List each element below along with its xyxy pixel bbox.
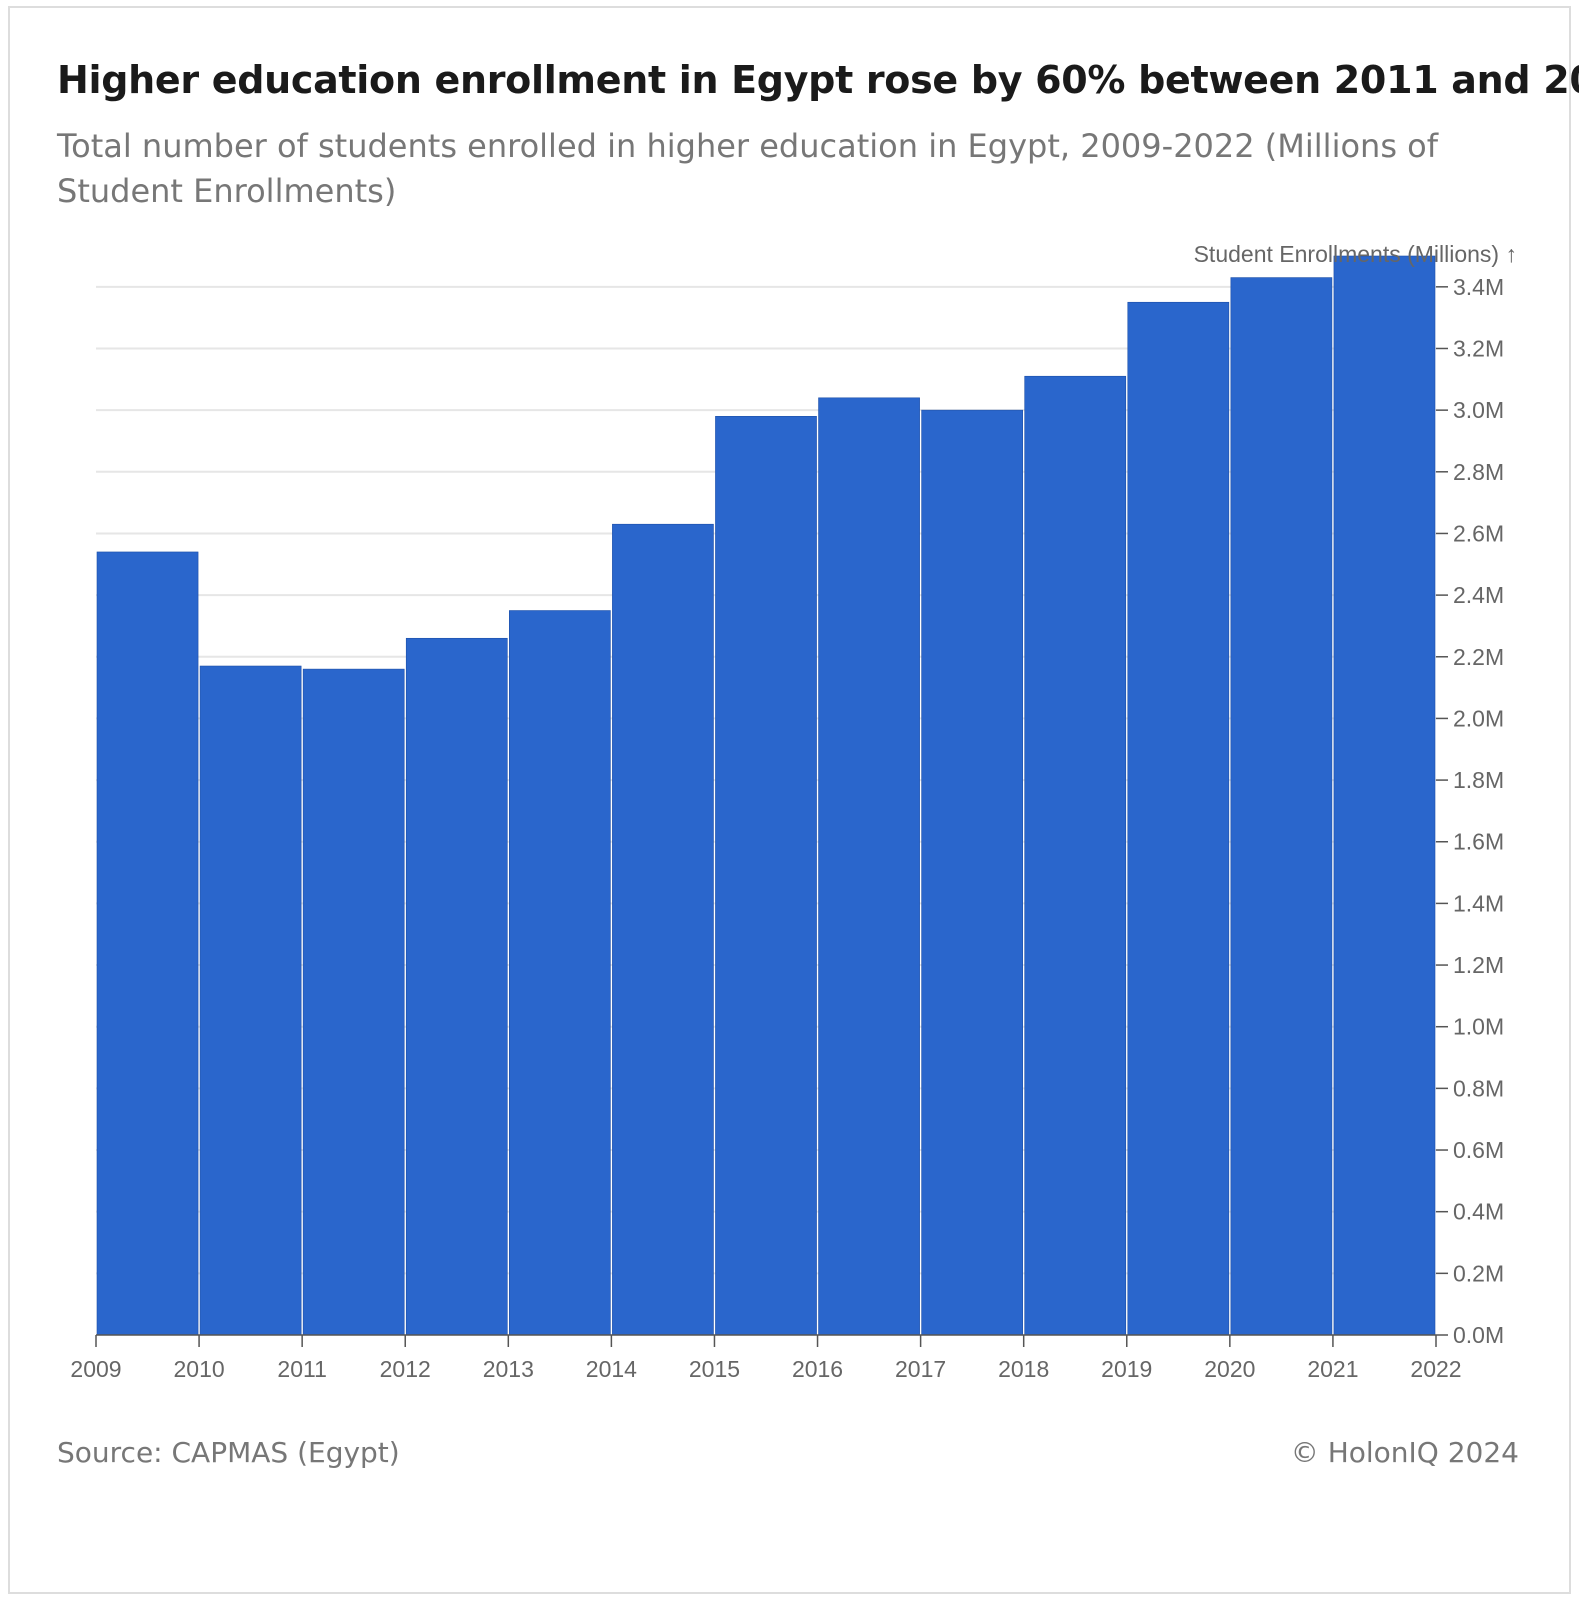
y-tick-label: 1.4M (1453, 890, 1504, 916)
y-tick-label: 0.6M (1453, 1137, 1504, 1163)
bar-2014 (612, 523, 714, 1336)
chart-title: Higher education enrollment in Egypt ros… (57, 58, 1579, 102)
bar-2012 (405, 637, 508, 1336)
bar-2021 (1333, 255, 1436, 1336)
source-note: Source: CAPMAS (Egypt) (57, 1436, 400, 1469)
y-tick-label: 0.2M (1453, 1260, 1504, 1286)
y-tick-label: 2.4M (1453, 582, 1504, 608)
y-tick-label: 2.2M (1453, 644, 1504, 670)
y-tick-label: 2.0M (1453, 705, 1504, 731)
axes: 0.0M 0.2M 0.4M 0.6M 0.8M 1.0M 1.2M 1.4M 1.6M 1.8M… (70, 274, 1504, 1382)
x-tick-label: 2011 (277, 1356, 326, 1382)
y-tick-label: 1.8M (1453, 767, 1504, 793)
x-tick-label: 2020 (1204, 1356, 1255, 1382)
y-tick-label: 1.6M (1453, 829, 1504, 855)
x-tick-label: 2019 (1101, 1356, 1152, 1382)
y-tick-label: 0.0M (1453, 1322, 1504, 1348)
x-tick-label: 2021 (1307, 1356, 1358, 1382)
y-tick-label: 2.8M (1453, 459, 1504, 485)
bar-2019 (1127, 301, 1230, 1336)
bar-2016 (818, 397, 920, 1336)
bar-2013 (509, 610, 611, 1336)
y-tick-label: 3.4M (1453, 274, 1504, 300)
y-tick-label: 0.8M (1453, 1075, 1504, 1101)
x-tick-label: 2012 (380, 1356, 431, 1382)
y-tick-label: 3.2M (1453, 335, 1504, 361)
x-tick-label: 2013 (483, 1356, 534, 1382)
y-axis-title: Student Enrollments (Millions) ↑ (1194, 241, 1517, 267)
bar-2011 (302, 668, 405, 1336)
bars (96, 255, 1436, 1336)
y-tick-label: 2.6M (1453, 520, 1504, 546)
y-tick-label: 1.2M (1453, 952, 1504, 978)
bar-2010 (199, 665, 302, 1336)
x-tick-label: 2016 (792, 1356, 843, 1382)
x-tick-label: 2022 (1410, 1356, 1461, 1382)
chart-subtitle: Total number of students enrolled in hig… (57, 127, 1438, 210)
y-tick-label: 0.4M (1453, 1199, 1504, 1225)
x-tick-label: 2018 (998, 1356, 1049, 1382)
bar-2020 (1230, 277, 1333, 1336)
x-tick-label: 2010 (173, 1356, 224, 1382)
y-tick-label: 1.0M (1453, 1014, 1504, 1040)
copyright-note: © HolonIQ 2024 (1290, 1436, 1519, 1469)
y-tick-label: 3.0M (1453, 397, 1504, 423)
bar-2017 (921, 409, 1023, 1336)
x-tick-label: 2017 (895, 1356, 946, 1382)
x-tick-label: 2014 (586, 1356, 637, 1382)
bar-2018 (1024, 375, 1127, 1336)
x-tick-label: 2015 (689, 1356, 740, 1382)
bar-2015 (715, 416, 817, 1336)
x-tick-label: 2009 (70, 1356, 121, 1382)
bar-2009 (96, 551, 199, 1336)
